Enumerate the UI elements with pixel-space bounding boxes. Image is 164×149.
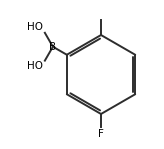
Text: B: B — [49, 42, 56, 52]
Text: F: F — [98, 129, 104, 139]
Text: HO: HO — [27, 22, 43, 32]
Text: HO: HO — [27, 61, 43, 71]
